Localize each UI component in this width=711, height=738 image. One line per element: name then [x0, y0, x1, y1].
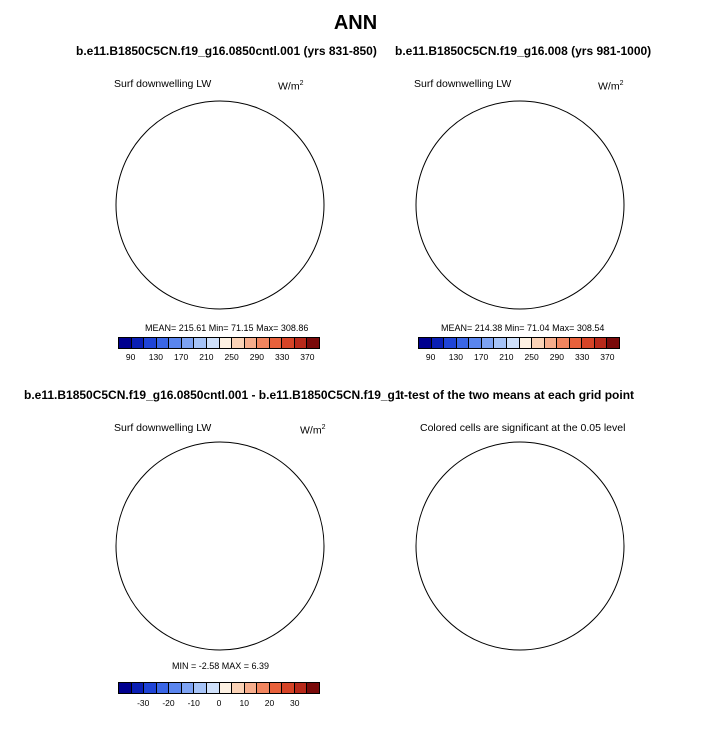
- colorbar-tick-label: 130: [448, 352, 463, 362]
- colorbar-swatch: [156, 338, 170, 348]
- colorbar-swatch: [206, 683, 220, 693]
- colorbar-swatch: [456, 338, 470, 348]
- colorbar-swatch: [194, 338, 207, 348]
- panel1-variable-label: Surf downwelling LW: [114, 78, 212, 90]
- colorbar-swatch: [119, 338, 132, 348]
- main-title: ANN: [333, 12, 378, 34]
- colorbar-swatch: [194, 683, 207, 693]
- colorbar-swatch: [444, 338, 457, 348]
- colorbar-swatch: [257, 683, 270, 693]
- colorbar-swatch: [282, 683, 295, 693]
- colorbar-swatch: [181, 338, 195, 348]
- colorbar-swatch: [544, 338, 558, 348]
- colorbar-swatch: [169, 683, 182, 693]
- panel1-stats: MEAN= 215.61 Min= 71.15 Max= 308.86: [145, 323, 309, 333]
- panel3-variable-label: Surf downwelling LW: [114, 422, 212, 434]
- colorbar-swatch: [519, 338, 533, 348]
- panel2-units-label: W/m2: [598, 80, 624, 93]
- colorbar-swatch: [594, 338, 608, 348]
- colorbar-swatch: [494, 338, 507, 348]
- colorbar-tick-label: 290: [249, 352, 264, 362]
- panel3-units-label: W/m2: [300, 424, 326, 437]
- colorbar-swatch: [232, 338, 245, 348]
- colorbar-swatch: [431, 338, 445, 348]
- colorbar-swatch: [557, 338, 570, 348]
- panel3-stats: MIN = -2.58 MAX = 6.39: [172, 661, 270, 671]
- colorbar-swatch: [269, 683, 283, 693]
- panel4-title: t-test of the two means at each grid poi…: [400, 388, 635, 402]
- panel2-colorbar: [418, 337, 620, 349]
- panel2-stats: MEAN= 214.38 Min= 71.04 Max= 308.54: [441, 323, 605, 333]
- colorbar-swatch: [469, 338, 482, 348]
- colorbar-swatch: [307, 683, 319, 693]
- colorbar-swatch: [219, 338, 233, 348]
- colorbar-tick-label: 90: [125, 352, 136, 362]
- colorbar-swatch: [294, 683, 308, 693]
- colorbar-swatch: [144, 683, 157, 693]
- panel3-title: b.e11.B1850C5CN.f19_g16.0850cntl.001 - b…: [24, 388, 432, 402]
- colorbar-swatch: [294, 338, 308, 348]
- colorbar-tick-label: 130: [148, 352, 163, 362]
- colorbar-swatch: [144, 338, 157, 348]
- panel2-variable-label: Surf downwelling LW: [414, 78, 512, 90]
- panel4-significance-label: Colored cells are significant at the 0.0…: [420, 422, 626, 434]
- panel1-map: [110, 95, 330, 315]
- colorbar-tick-label: 370: [600, 352, 615, 362]
- panel2-title: b.e11.B1850C5CN.f19_g16.008 (yrs 981-100…: [395, 44, 652, 58]
- colorbar-swatch: [131, 338, 145, 348]
- colorbar-swatch: [244, 338, 258, 348]
- colorbar-swatch: [307, 338, 319, 348]
- colorbar-swatch: [582, 338, 595, 348]
- colorbar-swatch: [269, 338, 283, 348]
- colorbar-swatch: [244, 683, 258, 693]
- panel1-colorbar: [118, 337, 320, 349]
- colorbar-tick-label: 0: [216, 698, 222, 708]
- colorbar-tick-label: 250: [524, 352, 539, 362]
- panel1-colorbar-ticks: 90 130 170 210 250 290 330 370: [118, 352, 320, 364]
- colorbar-swatch: [131, 683, 145, 693]
- colorbar-tick-label: 290: [549, 352, 564, 362]
- colorbar-tick-label: 170: [474, 352, 489, 362]
- panel1-units-label: W/m2: [278, 80, 304, 93]
- colorbar-tick-label: 330: [275, 352, 290, 362]
- colorbar-tick-label: 210: [499, 352, 514, 362]
- panel3-colorbar-ticks: -30 -20 -10 0 10 20 30: [118, 698, 320, 710]
- colorbar-swatch: [506, 338, 520, 348]
- colorbar-tick-label: 20: [264, 698, 275, 708]
- colorbar-tick-label: -10: [187, 698, 200, 708]
- colorbar-tick-label: 210: [199, 352, 214, 362]
- panel3-colorbar: [118, 682, 320, 694]
- colorbar-tick-label: -20: [162, 698, 175, 708]
- colorbar-tick-label: -30: [137, 698, 150, 708]
- colorbar-tick-label: 90: [425, 352, 436, 362]
- colorbar-tick-label: 330: [575, 352, 590, 362]
- colorbar-swatch: [481, 338, 495, 348]
- panel4-map: [410, 436, 630, 656]
- colorbar-swatch: [169, 338, 182, 348]
- colorbar-swatch: [181, 683, 195, 693]
- panel2-map: [410, 95, 630, 315]
- colorbar-swatch: [569, 338, 583, 348]
- colorbar-swatch: [282, 338, 295, 348]
- colorbar-swatch: [607, 338, 619, 348]
- colorbar-swatch: [257, 338, 270, 348]
- colorbar-swatch: [532, 338, 545, 348]
- colorbar-swatch: [206, 338, 220, 348]
- panel1-title: b.e11.B1850C5CN.f19_g16.0850cntl.001 (yr…: [76, 44, 377, 58]
- colorbar-swatch: [219, 683, 233, 693]
- colorbar-tick-label: 170: [174, 352, 189, 362]
- colorbar-tick-label: 30: [290, 698, 300, 708]
- panel2-colorbar-ticks: 90 130 170 210 250 290 330 370: [418, 352, 620, 364]
- colorbar-tick-label: 10: [239, 698, 249, 708]
- colorbar-swatch: [156, 683, 170, 693]
- panel3-map: [110, 436, 330, 656]
- colorbar-swatch: [232, 683, 245, 693]
- colorbar-tick-label: 370: [300, 352, 315, 362]
- colorbar-swatch: [119, 683, 132, 693]
- colorbar-swatch: [419, 338, 432, 348]
- colorbar-tick-label: 250: [224, 352, 239, 362]
